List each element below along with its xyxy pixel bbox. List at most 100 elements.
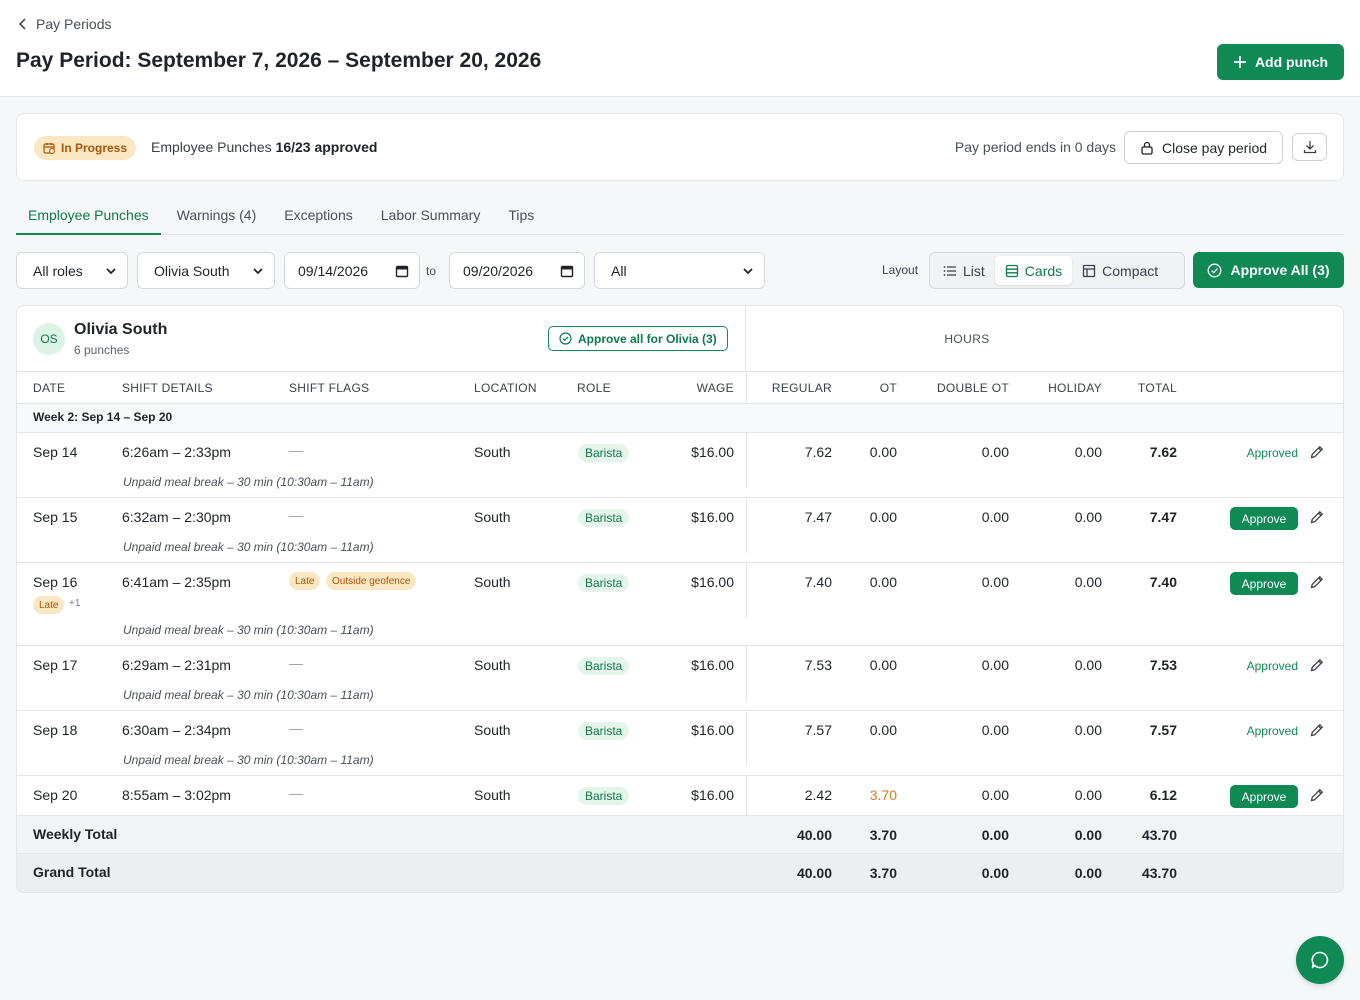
row-double-ot: 0.00 — [981, 444, 1009, 460]
edit-button[interactable] — [1309, 787, 1325, 806]
row-wage: $16.00 — [691, 444, 734, 460]
row-location: South — [474, 722, 511, 738]
employee-punch-count: 6 punches — [74, 343, 130, 357]
table-row: Sep 17 6:29am – 2:31pm — South Barista $… — [17, 646, 1343, 711]
meal-break-note: Unpaid meal break – 30 min (10:30am – 11… — [123, 688, 374, 702]
col-regular: REGULAR — [771, 381, 832, 395]
pencil-icon — [1310, 658, 1324, 672]
table-row: Sep 15 6:32am – 2:30pm — South Barista $… — [17, 498, 1343, 563]
employee-select[interactable]: Olivia South — [137, 252, 275, 289]
row-total: 7.57 — [1149, 722, 1177, 738]
chat-button[interactable] — [1296, 936, 1344, 984]
role-select[interactable]: All roles — [16, 252, 128, 289]
chevron-down-icon — [743, 267, 753, 274]
geofence-flag-badge: Outside geofence — [326, 572, 417, 590]
row-regular: 7.40 — [804, 574, 832, 590]
approved-status: Approved — [1246, 659, 1298, 673]
download-button[interactable] — [1292, 133, 1327, 161]
list-icon — [943, 265, 956, 276]
layout-cards-label: Cards — [1024, 262, 1063, 279]
layout-compact-button[interactable]: Compact — [1072, 256, 1168, 285]
more-flags-count: +1 — [69, 598, 81, 609]
row-holiday: 0.00 — [1074, 787, 1102, 803]
row-double-ot: 0.00 — [981, 509, 1009, 525]
grand-holiday: 0.00 — [1074, 865, 1102, 881]
row-flags-empty: — — [289, 507, 303, 523]
tab-employee-punches[interactable]: Employee Punches — [16, 196, 161, 235]
row-shift: 6:32am – 2:30pm — [122, 509, 231, 525]
edit-button[interactable] — [1309, 509, 1325, 528]
row-flags-empty: — — [289, 720, 303, 736]
tab-tips[interactable]: Tips — [508, 207, 535, 223]
date-to-value: 09/20/2026 — [463, 262, 534, 279]
row-date: Sep 17 — [33, 657, 78, 673]
date-from-input[interactable]: 09/14/2026 — [284, 252, 420, 289]
approve-all-label: Approve All (3) — [1230, 262, 1330, 278]
row-shift: 6:41am – 2:35pm — [122, 574, 231, 590]
tab-exceptions[interactable]: Exceptions — [284, 207, 353, 223]
edit-button[interactable] — [1309, 574, 1325, 593]
row-date: Sep 20 — [33, 787, 78, 803]
row-wage: $16.00 — [691, 787, 734, 803]
approve-all-button[interactable]: Approve All (3) — [1193, 252, 1344, 288]
period-ends-text: Pay period ends in 0 days — [954, 139, 1116, 155]
row-total: 7.62 — [1149, 444, 1177, 460]
row-ot: 3.70 — [869, 787, 897, 803]
approved-status: Approved — [1246, 446, 1298, 460]
meal-break-note: Unpaid meal break – 30 min (10:30am – 11… — [123, 540, 374, 554]
close-pay-period-button[interactable]: Close pay period — [1124, 131, 1283, 164]
col-wage: WAGE — [696, 381, 734, 395]
tab-labor-summary[interactable]: Labor Summary — [380, 207, 481, 223]
chevron-down-icon — [253, 267, 263, 274]
row-holiday: 0.00 — [1074, 509, 1102, 525]
date-flag-badge: Late — [33, 596, 65, 614]
pencil-icon — [1310, 788, 1324, 802]
role-badge: Barista — [578, 657, 630, 675]
row-divider — [746, 646, 747, 701]
row-ot: 0.00 — [869, 574, 897, 590]
approve-button[interactable]: Approve — [1230, 785, 1298, 808]
layout-list-button[interactable]: List — [933, 256, 995, 285]
weekly-double-ot: 0.00 — [981, 827, 1009, 843]
weekly-total-label: Weekly Total — [33, 826, 118, 842]
row-divider — [746, 563, 747, 618]
row-double-ot: 0.00 — [981, 657, 1009, 673]
edit-button[interactable] — [1309, 444, 1325, 463]
pencil-icon — [1310, 510, 1324, 524]
role-badge: Barista — [578, 787, 630, 805]
approve-button[interactable]: Approve — [1230, 572, 1298, 595]
grand-double-ot: 0.00 — [981, 865, 1009, 881]
check-circle-icon — [1208, 263, 1222, 277]
status-select[interactable]: All — [594, 252, 766, 289]
tab-warnings[interactable]: Warnings (4) — [176, 207, 257, 223]
row-wage: $16.00 — [691, 574, 734, 590]
approve-button[interactable]: Approve — [1230, 507, 1298, 530]
col-date: DATE — [33, 381, 66, 395]
layout-cards-button[interactable]: Cards — [994, 256, 1073, 285]
date-to-input[interactable]: 09/20/2026 — [449, 252, 586, 289]
row-flags-empty: — — [289, 442, 303, 458]
approve-employee-button[interactable]: Approve all for Olivia (3) — [548, 326, 728, 351]
row-regular: 7.62 — [804, 444, 832, 460]
row-wage: $16.00 — [691, 722, 734, 738]
row-flags-empty: — — [289, 785, 303, 801]
row-date: Sep 15 — [33, 509, 78, 525]
row-ot: 0.00 — [869, 657, 897, 673]
col-ot: OT — [879, 381, 897, 395]
back-link[interactable]: Pay Periods — [16, 16, 111, 32]
table-row: Sep 20 8:55am – 3:02pm — South Barista $… — [17, 776, 1343, 816]
table-icon — [1083, 264, 1096, 277]
chevron-down-icon — [106, 267, 116, 274]
employee-name: Olivia South — [74, 321, 168, 338]
page-header: Pay Periods Pay Period: September 7, 202… — [0, 0, 1360, 97]
row-ot: 0.00 — [869, 722, 897, 738]
status-badge-label: In Progress — [61, 141, 128, 155]
edit-button[interactable] — [1309, 722, 1325, 741]
row-total: 7.40 — [1149, 574, 1177, 590]
row-location: South — [474, 574, 511, 590]
row-location: South — [474, 509, 511, 525]
edit-button[interactable] — [1309, 657, 1325, 676]
punch-summary-count: 16/23 approved — [275, 139, 378, 155]
check-circle-icon — [559, 332, 572, 345]
add-punch-button[interactable]: Add punch — [1217, 44, 1344, 80]
